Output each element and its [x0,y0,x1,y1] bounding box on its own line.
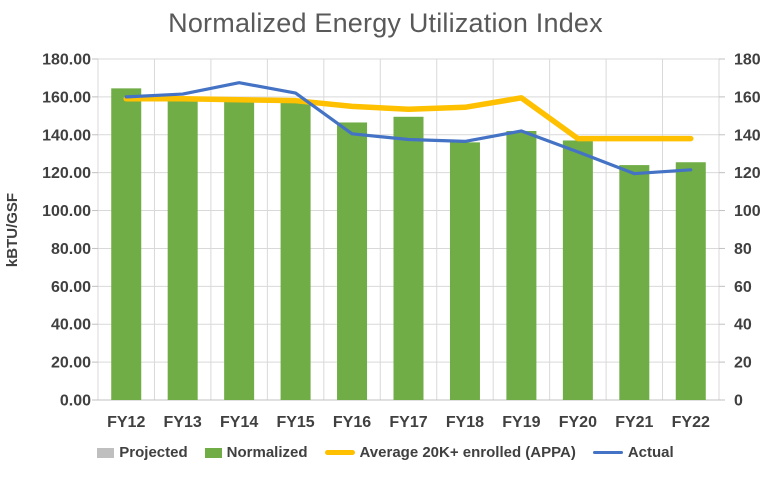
legend-label: Actual [627,444,674,461]
x-axis-tick-label: FY12 [107,414,145,431]
legend-swatch-line [324,450,355,455]
y-axis-tick-label-left: 60.00 [51,279,91,296]
y-axis-tick-label-left: 100.00 [42,203,91,220]
y-axis-tick-label-right: 160 [734,89,761,106]
y-axis-tick-label-right: 20 [734,355,752,372]
bar-FY15 [280,102,311,401]
bar-FY21 [619,165,650,400]
bar-FY19 [506,130,537,400]
bar-FY13 [167,99,198,400]
x-axis-tick-label: FY21 [615,414,653,431]
y-axis-tick-label-right: 0 [734,393,743,410]
y-axis-tick-label-right: 80 [734,241,752,258]
legend-item-projected: Projected [97,444,188,461]
legend: Projected Normalized Average 20K+ enrolled… [0,444,771,461]
y-axis-tick-label-left: 80.00 [51,241,91,258]
bar-FY16 [337,122,368,400]
x-axis-tick-label: FY13 [164,414,202,431]
y-axis-tick-label-left: 120.00 [42,165,91,182]
legend-item-actual: Actual [592,444,674,461]
legend-swatch-line [592,451,623,454]
y-axis-tick-label-right: 60 [734,279,752,296]
legend-item-average-20k-enrolled-appa: Average 20K+ enrolled (APPA) [324,444,576,461]
bar-FY20 [562,140,593,400]
bar-FY12 [111,88,142,400]
legend-label: Projected [119,444,188,461]
legend-swatch-box [97,447,115,458]
bar-FY14 [224,100,255,400]
y-axis-tick-label-right: 100 [734,203,761,220]
x-axis-tick-label: FY15 [276,414,314,431]
y-axis-tick-label-right: 180 [734,52,761,69]
bar-FY22 [675,162,706,400]
bar-FY18 [449,142,480,400]
x-axis-tick-label: FY18 [446,414,484,431]
x-axis-tick-label: FY22 [672,414,710,431]
line-actual [124,81,693,176]
y-axis-tick-label-left: 0.00 [60,393,91,410]
y-axis-tick-label-left: 180.00 [42,52,91,69]
y-axis-tick-label-right: 140 [734,127,761,144]
y-axis-tick-label-left: 40.00 [51,317,91,334]
legend-item-normalized: Normalized [204,444,308,461]
chart-title: Normalized Energy Utilization Index [168,8,603,38]
y-axis-tick-label-left: 140.00 [42,127,91,144]
y-axis-tick-label-right: 120 [734,165,761,182]
x-axis-tick-label: FY16 [333,414,371,431]
legend-label: Average 20K+ enrolled (APPA) [359,444,576,461]
y-axis-tick-label-left: 160.00 [42,89,91,106]
x-axis-tick-label: FY20 [559,414,597,431]
y-axis-tick-label-right: 40 [734,317,752,334]
y-axis-title: kBTU/GSF [4,193,21,267]
x-axis-tick-label: FY14 [220,414,258,431]
line-average-20k-enrolled-appa [123,95,694,142]
x-axis-tick-label: FY17 [389,414,427,431]
y-axis-tick-label-left: 20.00 [51,355,91,372]
x-axis-tick-label: FY19 [502,414,540,431]
legend-swatch-box [204,447,222,458]
legend-label: Normalized [226,444,308,461]
bar-FY17 [393,116,424,401]
